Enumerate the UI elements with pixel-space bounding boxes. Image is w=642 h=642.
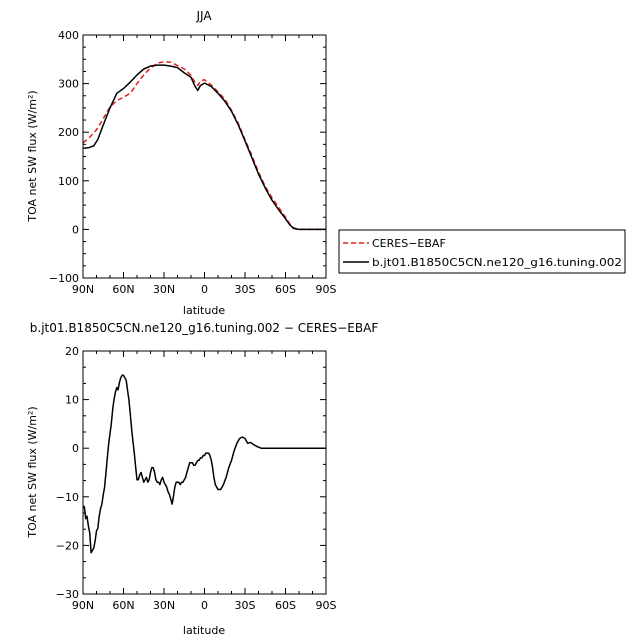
bottom-x-tick-label: 90N: [72, 599, 94, 612]
bottom-panel: b.jt01.B1850C5CN.ne120_g16.tuning.002 − …: [26, 321, 378, 637]
legend-box: [338, 229, 626, 274]
top-y-tick-label: −100: [49, 272, 79, 285]
bottom-x-tick-label: 30S: [235, 599, 256, 612]
bottom-x-axis-label: latitude: [183, 624, 225, 637]
bottom-plot-frame: [82, 350, 327, 595]
top-y-tick-label: 200: [58, 126, 79, 139]
top-y-tick-label: 0: [72, 223, 79, 236]
top-x-tick-label: 90S: [316, 283, 337, 296]
top-series-line-0: [82, 60, 326, 231]
top-x-axis-label: latitude: [183, 304, 225, 317]
bottom-x-tick-label: 60S: [275, 599, 296, 612]
top-y-tick-label: 400: [58, 29, 79, 42]
top-series-lines: [82, 60, 326, 231]
top-plot-frame: [82, 34, 327, 279]
bottom-y-tick-label: 10: [65, 394, 79, 407]
bottom-y-tick-label: 0: [72, 442, 79, 455]
top-x-tick-label: 60N: [112, 283, 134, 296]
top-y-tick-label: 300: [58, 78, 79, 91]
bottom-panel-title: b.jt01.B1850C5CN.ne120_g16.tuning.002 − …: [30, 321, 379, 335]
bottom-y-tick-label: 20: [65, 345, 79, 358]
legend-label-model: b.jt01.B1850C5CN.ne120_g16.tuning.002: [372, 256, 622, 269]
bottom-axis-ticks: 90N 60N 30N 0 30S 60S 90S −30 −20 −10 0 10 20: [56, 345, 337, 612]
top-x-tick-label: 30N: [153, 283, 175, 296]
top-panel-title: JJA: [195, 9, 212, 23]
top-panel: JJA 90N 60N 30N 0 30S 60S 90S −100 0 100 200 300 400…: [26, 9, 337, 317]
top-x-tick-label: 60S: [275, 283, 296, 296]
bottom-y-axis-label: TOA net SW flux (W/m²): [26, 406, 39, 538]
top-y-tick-label: 100: [58, 175, 79, 188]
bottom-y-tick-label: −20: [56, 539, 79, 552]
bottom-x-tick-label: 90S: [316, 599, 337, 612]
top-x-tick-label: 0: [201, 283, 208, 296]
legend-label-ceres: CERES−EBAF: [372, 237, 446, 250]
top-axis-ticks: 90N 60N 30N 0 30S 60S 90S −100 0 100 200 300 400: [49, 29, 337, 296]
bottom-y-tick-label: −10: [56, 491, 79, 504]
bottom-x-tick-label: 0: [201, 599, 208, 612]
top-x-tick-label: 30S: [235, 283, 256, 296]
bottom-y-tick-label: −30: [56, 588, 79, 601]
top-series-line-1: [82, 64, 326, 231]
bottom-series-lines: [83, 374, 326, 554]
bottom-series-line-0: [83, 374, 326, 554]
top-x-tick-label: 90N: [72, 283, 94, 296]
bottom-x-tick-label: 30N: [153, 599, 175, 612]
top-y-axis-label: TOA net SW flux (W/m²): [26, 90, 39, 222]
bottom-x-tick-label: 60N: [112, 599, 134, 612]
legend: CERES−EBAF b.jt01.B1850C5CN.ne120_g16.tu…: [338, 229, 626, 274]
